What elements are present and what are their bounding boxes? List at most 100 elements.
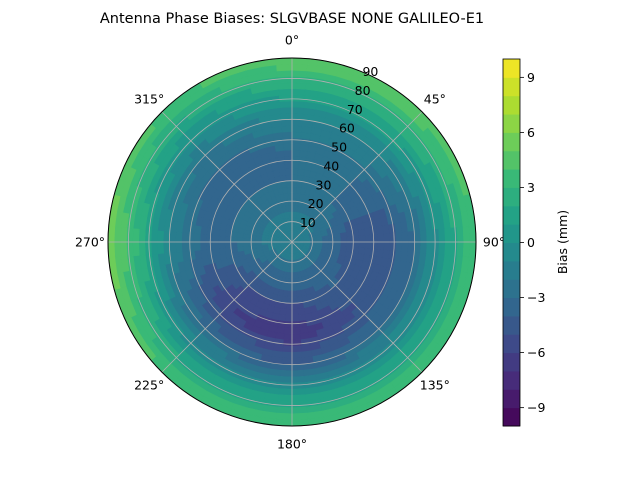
angular-tick-label: 315° [134, 92, 164, 107]
angular-gridline [161, 241, 293, 373]
contour-cell [287, 192, 293, 200]
contour-cell [279, 100, 293, 108]
contour-cell [419, 229, 428, 243]
contour-cell [291, 69, 308, 78]
contour-cell [291, 168, 299, 176]
contour-cell [278, 388, 293, 396]
contour-cell [291, 119, 304, 127]
contour-cell [413, 230, 422, 243]
contour-cell [277, 76, 293, 84]
contour-cell [285, 174, 293, 182]
contour-cell [291, 315, 300, 323]
contour-cell [230, 236, 238, 243]
contour-cell [291, 357, 304, 365]
contour-cell [291, 290, 298, 298]
radial-tick-label: 80 [355, 83, 371, 98]
radial-tick-label: 30 [316, 177, 332, 192]
contour-cell [291, 394, 307, 402]
angular-gridline [291, 241, 423, 373]
contour-cell [322, 238, 330, 243]
contour-cell [444, 227, 452, 243]
contour-cell [126, 241, 134, 257]
contour-cell [279, 376, 293, 384]
contour-cell [291, 82, 307, 90]
contour-cell [281, 125, 293, 133]
contour-cell [462, 226, 471, 243]
contour-cell [413, 241, 422, 254]
colorbar-level [503, 279, 520, 299]
contour-cell [340, 236, 348, 243]
radial-tick-label: 50 [331, 140, 347, 155]
colorbar-level [503, 389, 520, 409]
contour-cell [291, 308, 299, 316]
colorbar-tick-label: 9 [527, 70, 535, 85]
contour-cell [450, 227, 458, 243]
contour-cell [444, 241, 452, 257]
contour-cell [162, 230, 171, 243]
contour-cell [291, 112, 304, 121]
contour-cell [365, 241, 373, 250]
contour-cell [297, 302, 305, 310]
contour-cell [291, 106, 305, 115]
contour-cell [295, 289, 302, 298]
contour-cell [108, 241, 116, 259]
colorbar-level [503, 224, 520, 243]
radial-tick-label: 90 [362, 64, 378, 79]
contour-cell [138, 241, 146, 256]
contour-cell [181, 232, 189, 243]
contour-cell [144, 241, 152, 256]
colorbar-tick-label: −3 [527, 290, 545, 305]
contour-cell [282, 137, 293, 145]
colorbar-tick-label: 3 [527, 180, 535, 195]
contour-cell [432, 228, 440, 243]
contour-cell [432, 241, 440, 256]
contour-cell [283, 327, 293, 335]
colorbar-tick-label: −6 [527, 345, 545, 360]
contour-cell [275, 58, 293, 66]
angular-tick-label: 45° [424, 92, 446, 107]
contour-cell [282, 186, 289, 195]
contour-cell [365, 234, 373, 243]
contour-cell [211, 241, 219, 250]
contour-cell [291, 180, 298, 188]
contour-cell [291, 302, 299, 310]
colorbar-level [503, 334, 520, 354]
contour-cell [126, 227, 134, 243]
colorbar-level [503, 95, 520, 115]
contour-cell [339, 232, 348, 239]
contour-cell [282, 131, 293, 139]
contour-cell [205, 241, 213, 250]
contour-cell [284, 161, 293, 169]
contour-cell [377, 233, 385, 243]
contour-cell [279, 106, 293, 115]
angular-tick-label: 225° [134, 377, 164, 392]
contour-cell [426, 241, 434, 255]
contour-cell [181, 241, 189, 252]
colorbar-level [503, 187, 520, 207]
colorbar-level [503, 205, 520, 225]
contour-cell [401, 241, 409, 253]
contour-cell [132, 227, 140, 243]
contour-cell [316, 239, 323, 243]
colorbar-level [503, 352, 520, 372]
contour-cell [236, 245, 245, 252]
colorbar-level [503, 297, 520, 317]
contour-cell [377, 241, 385, 251]
contour-cell [277, 82, 293, 90]
contour-cell [389, 232, 397, 243]
contour-cell [276, 412, 293, 421]
angular-gridline [291, 111, 423, 243]
contour-cell [254, 241, 262, 246]
contour-cell [358, 228, 366, 237]
contour-cell [281, 180, 288, 188]
colorbar-level [503, 132, 520, 152]
contour-cell [284, 155, 293, 163]
contour-cell [150, 229, 158, 243]
contour-cell [383, 233, 391, 243]
radial-tick-label: 10 [300, 215, 316, 230]
contour-cell [169, 241, 177, 254]
contour-cell [419, 241, 428, 255]
contour-cell [395, 241, 403, 252]
contour-cell [175, 241, 183, 253]
contour-cell [279, 369, 293, 378]
